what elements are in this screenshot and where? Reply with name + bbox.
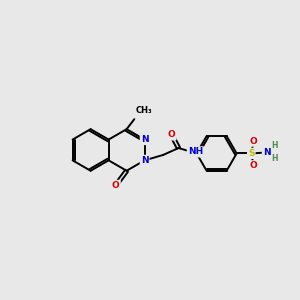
Text: O: O [168,130,176,140]
Text: S: S [248,149,254,158]
Text: CH₃: CH₃ [136,106,152,115]
Text: H: H [271,141,278,150]
Text: O: O [250,161,257,170]
Text: N: N [141,135,148,144]
Text: H: H [271,154,278,163]
Text: N: N [141,156,148,165]
Text: N: N [263,148,271,157]
Text: NH: NH [188,147,203,156]
Text: O: O [112,181,120,190]
Text: O: O [250,136,257,146]
